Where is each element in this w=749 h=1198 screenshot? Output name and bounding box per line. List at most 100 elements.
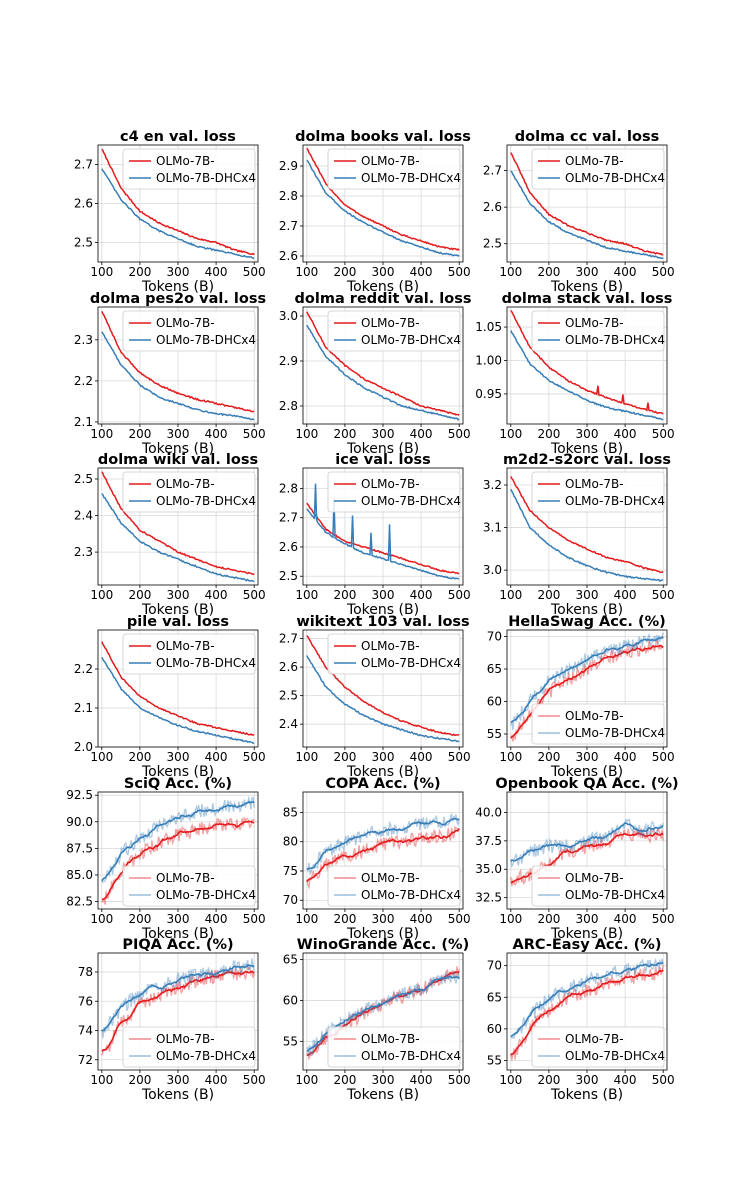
x-tick-label: 500 [243, 1073, 266, 1087]
y-tick-label: 65 [283, 953, 298, 967]
chart-title: Openbook QA Acc. (%) [495, 776, 678, 792]
y-tick-label: 60 [487, 1022, 502, 1036]
legend-label: OLMo-7B-DHCx4 [565, 171, 665, 185]
x-tick-label: 500 [652, 750, 675, 764]
legend-label: OLMo-7B-DHCx4 [361, 171, 461, 185]
x-tick-label: 500 [448, 912, 471, 926]
series-line [101, 311, 255, 413]
legend-label: OLMo-7B-DHCx4 [565, 333, 665, 347]
x-tick-label: 100 [295, 750, 318, 764]
x-tick-label: 200 [537, 912, 560, 926]
y-tick-label: 2.6 [483, 200, 502, 214]
series-line [306, 159, 460, 257]
y-tick-label: 65 [487, 990, 502, 1004]
legend-label: OLMo-7B- [565, 477, 624, 491]
x-axis-label: Tokens (B) [141, 279, 214, 295]
series-line [306, 324, 460, 421]
chart-title: dolma pes2o val. loss [90, 291, 266, 307]
series-line [510, 309, 664, 415]
series-line [306, 828, 460, 883]
legend-label: OLMo-7B-DHCx4 [565, 888, 665, 902]
x-axis-label: Tokens (B) [550, 279, 623, 295]
legend-label: OLMo-7B- [565, 316, 624, 330]
legend-label: OLMo-7B- [565, 154, 624, 168]
x-tick-label: 300 [372, 588, 395, 602]
series-line [306, 502, 460, 575]
legend-box [531, 865, 665, 907]
series-line [510, 962, 664, 1038]
legend-box [122, 310, 256, 352]
chart-title: WinoGrande Acc. (%) [297, 937, 469, 953]
x-tick-label: 300 [372, 265, 395, 279]
y-tick-label: 2.1 [74, 701, 93, 715]
x-tick-label: 400 [205, 750, 228, 764]
x-tick-label: 200 [537, 265, 560, 279]
chart-panel: SciQ Acc. (%) 100 200 300 400 500 82.5 85.0 87.5… [66, 776, 265, 942]
x-tick-label: 500 [448, 265, 471, 279]
legend-label: OLMo-7B-DHCx4 [565, 494, 665, 508]
y-tick-label: 2.5 [74, 472, 93, 486]
series-line [306, 483, 460, 580]
x-tick-label: 500 [243, 912, 266, 926]
y-tick-label: 2.6 [74, 197, 93, 211]
series-line [101, 964, 255, 1032]
y-tick-label: 2.5 [483, 237, 502, 251]
y-tick-label: 2.7 [279, 219, 298, 233]
x-tick-label: 200 [537, 750, 560, 764]
x-tick-label: 500 [652, 912, 675, 926]
legend-box [327, 148, 461, 190]
legend-box [531, 471, 665, 513]
y-tick-label: 80 [283, 835, 298, 849]
x-tick-label: 400 [614, 750, 637, 764]
chart-panel: ice val. loss 100 200 300 400 500 2.5 2.6 2.7 2.8… [279, 452, 471, 618]
y-tick-label: 3.0 [279, 309, 298, 323]
chart-title: dolma wiki val. loss [98, 452, 258, 468]
series-line [101, 148, 255, 256]
x-tick-label: 400 [614, 265, 637, 279]
series-line [101, 800, 255, 882]
legend-label: OLMo-7B-DHCx4 [361, 1049, 461, 1063]
y-tick-label: 55 [487, 727, 502, 741]
legend-label: OLMo-7B-DHCx4 [156, 888, 256, 902]
y-tick-label: 2.6 [279, 540, 298, 554]
y-tick-label: 2.7 [483, 164, 502, 178]
x-tick-label: 100 [295, 912, 318, 926]
legend-box [531, 310, 665, 352]
x-tick-label: 400 [410, 912, 433, 926]
y-tick-label: 0.95 [475, 387, 502, 401]
legend-box [122, 148, 256, 190]
x-tick-label: 100 [499, 750, 522, 764]
y-tick-label: 85 [283, 805, 298, 819]
chart-panel: dolma cc val. loss 100 200 300 400 500 2.5 2.6 2… [483, 129, 675, 295]
legend-label: OLMo-7B- [156, 1032, 215, 1046]
y-tick-label: 2.5 [279, 689, 298, 703]
series-line [510, 330, 664, 421]
chart-title: c4 en val. loss [120, 129, 236, 145]
legend-box [327, 1026, 461, 1068]
chart-title: PIQA Acc. (%) [122, 937, 233, 953]
y-tick-label: 2.4 [279, 717, 298, 731]
x-tick-label: 200 [128, 588, 151, 602]
chart-panel: c4 en val. loss 100 200 300 400 500 2.5 2.6 2.7 T… [74, 129, 266, 295]
x-tick-label: 100 [499, 912, 522, 926]
chart-panel: dolma stack val. loss 100 200 300 400 500 0.95… [475, 291, 674, 457]
x-tick-label: 200 [333, 750, 356, 764]
chart-title: dolma stack val. loss [502, 291, 673, 307]
x-tick-label: 400 [614, 1073, 637, 1087]
x-tick-label: 300 [576, 750, 599, 764]
x-tick-label: 100 [499, 1073, 522, 1087]
x-tick-label: 500 [448, 588, 471, 602]
x-tick-label: 100 [499, 265, 522, 279]
x-tick-label: 100 [90, 912, 113, 926]
legend-box [531, 148, 665, 190]
chart-title: ARC-Easy Acc. (%) [513, 937, 662, 953]
series-line [306, 311, 460, 416]
y-tick-label: 2.7 [279, 511, 298, 525]
x-tick-label: 200 [537, 1073, 560, 1087]
legend-box [122, 471, 256, 513]
legend-box [122, 865, 256, 907]
y-tick-label: 2.1 [74, 415, 93, 429]
x-tick-label: 500 [448, 427, 471, 441]
y-tick-label: 70 [487, 630, 502, 644]
